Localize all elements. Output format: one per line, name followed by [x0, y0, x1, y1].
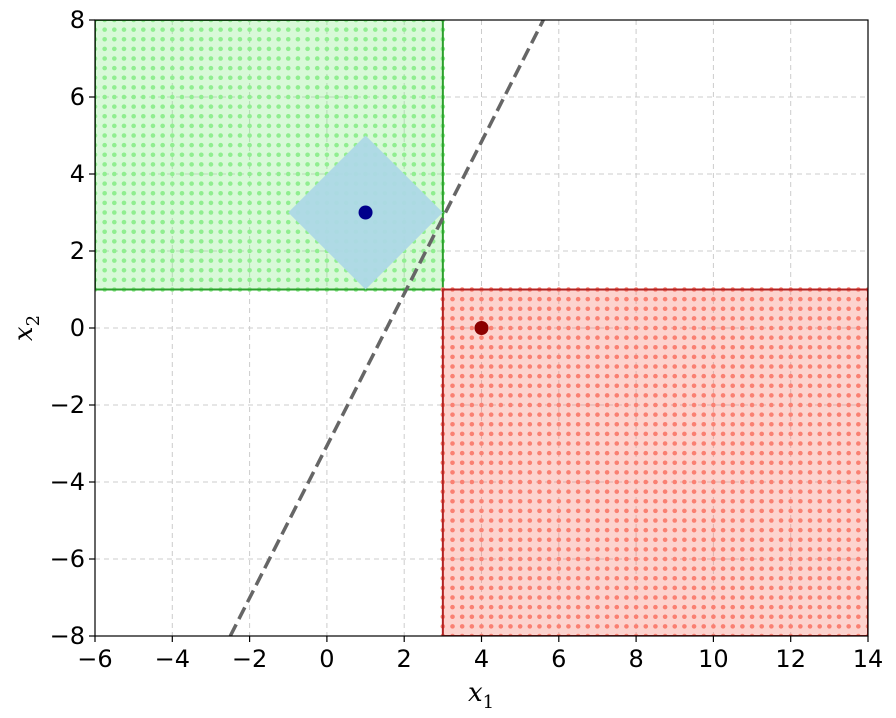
y-tick-label-0: −8 [50, 622, 85, 650]
x-tick-label-7: 8 [628, 645, 643, 673]
line-layer [228, 20, 545, 636]
x-tick-label-0: −6 [77, 645, 112, 673]
x-tick-label-2: −2 [232, 645, 267, 673]
data-point-0 [358, 205, 373, 220]
green-region-edge [95, 20, 444, 291]
y-tick-label-4: 0 [70, 314, 85, 342]
red-region-dots [440, 287, 868, 636]
x-tick-label-5: 4 [474, 645, 489, 673]
y-tick-label-7: 6 [70, 83, 85, 111]
x-tick-label-6: 6 [551, 645, 566, 673]
red-region [440, 287, 868, 636]
data-point-1 [474, 321, 489, 335]
x-tick-label-10: 14 [853, 645, 884, 673]
y-tick-label-6: 4 [70, 160, 85, 188]
red-region-edge [441, 288, 868, 636]
x-tick-label-8: 10 [698, 645, 729, 673]
x-tick-label-3: 0 [319, 645, 334, 673]
boundary-line [228, 20, 545, 636]
x-axis-label: x1 [468, 678, 494, 713]
y-tick-label-5: 2 [70, 237, 85, 265]
x-tick-label-9: 12 [775, 645, 806, 673]
points-layer [358, 205, 489, 335]
y-tick-label-3: −2 [50, 391, 85, 419]
y-axis-label: x2 [9, 315, 44, 341]
y-tick-label-1: −6 [50, 545, 85, 573]
y-tick-label-8: 8 [70, 6, 85, 34]
x-tick-label-4: 2 [397, 645, 412, 673]
y-tick-label-2: −4 [50, 468, 85, 496]
x-tick-label-1: −4 [155, 645, 190, 673]
